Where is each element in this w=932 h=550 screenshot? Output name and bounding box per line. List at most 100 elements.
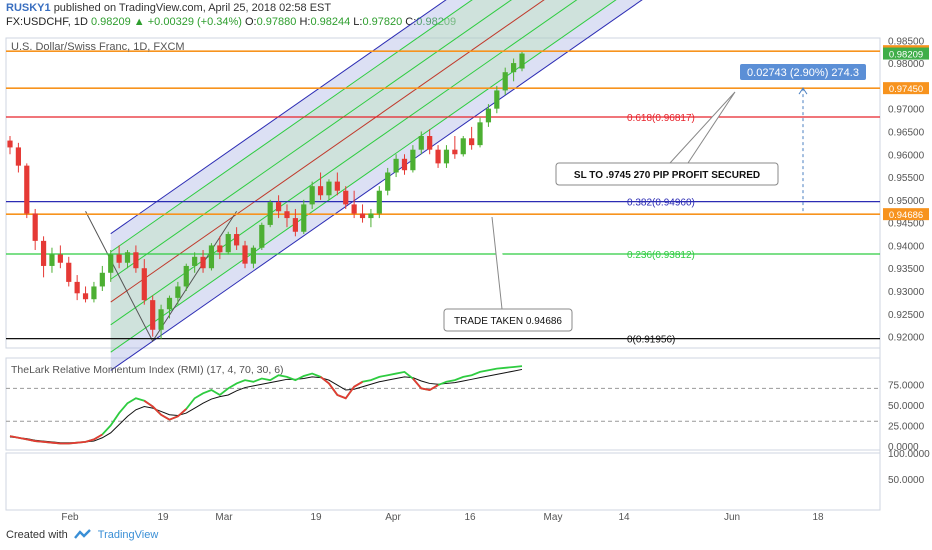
fib-level-label: 0.236(0.93812) <box>627 250 695 261</box>
price-axis-tick: 0.94500 <box>888 219 925 230</box>
measure-label-box <box>740 64 866 80</box>
rmi-line-falling-segment <box>412 377 439 391</box>
channel-quarter-line <box>110 0 578 326</box>
candle-body <box>183 265 189 287</box>
time-axis-tick: 19 <box>310 512 322 523</box>
candle-body <box>99 272 105 287</box>
candle-body <box>410 149 416 171</box>
price-axis-tick: 0.93000 <box>888 287 925 298</box>
candle-body <box>343 190 349 205</box>
price-axis-tick: 0.98500 <box>888 36 925 47</box>
open-label: O: <box>245 16 257 28</box>
publish-info: RUSKY1 published on TradingView.com, Apr… <box>6 2 331 14</box>
high-value: 0.98244 <box>310 16 351 28</box>
candle-body <box>368 213 374 219</box>
candle-body <box>166 297 173 310</box>
symbol-label: FX:USDCHF, 1D <box>6 16 88 28</box>
price-axis-tick: 0.96500 <box>888 127 925 138</box>
price-change: +0.00329 (+0.34%) <box>147 16 242 28</box>
tradingview-brand[interactable]: TradingView <box>97 529 159 541</box>
price-axis-tick: 0.97000 <box>888 105 925 116</box>
fib-level-label: 0(0.91956) <box>627 335 675 346</box>
candle-body <box>208 245 215 269</box>
candle-body <box>418 136 424 150</box>
price-badge <box>883 208 929 221</box>
callout-pointer-sl <box>669 91 736 164</box>
open-value: 0.97880 <box>256 16 297 28</box>
time-axis-tick: May <box>544 512 563 523</box>
high-label: H: <box>299 16 311 28</box>
low-value: 0.97820 <box>362 16 403 28</box>
rmi-line-falling-segment <box>320 376 363 400</box>
candle-body <box>116 254 122 263</box>
measure-arrow-icon <box>798 87 808 95</box>
channel-inner-lower-line <box>110 0 617 353</box>
time-axis-tick: Mar <box>215 512 233 523</box>
candle-body <box>150 300 156 330</box>
candle-body <box>124 252 131 263</box>
candle-body <box>334 181 340 191</box>
tradingview-logo-icon <box>73 529 91 539</box>
candle-body <box>234 234 240 246</box>
footer: Created with TradingView <box>6 529 158 541</box>
close-value: 0.98209 <box>416 16 457 28</box>
lower-axis-tick: 100.0000 <box>888 449 930 460</box>
candle-body <box>49 254 55 266</box>
candle-body <box>40 240 47 266</box>
created-with-label: Created with <box>6 529 68 541</box>
candle-body <box>108 254 114 273</box>
candle-body <box>485 108 492 123</box>
candle-body <box>477 122 483 146</box>
price-axis-tick: 0.92000 <box>888 333 925 344</box>
candle-body <box>385 172 391 191</box>
time-axis-tick: 19 <box>157 512 169 523</box>
candle-body <box>133 252 139 269</box>
up-arrow-icon: ▲ <box>133 16 145 28</box>
candle-body <box>401 158 408 171</box>
lower-axis-tick: 50.0000 <box>888 475 925 486</box>
time-axis-tick: 16 <box>464 512 476 523</box>
candle-body <box>351 204 357 214</box>
price-axis-tick: 0.96000 <box>888 150 925 161</box>
price-badge <box>883 47 929 60</box>
rmi-signal-line <box>9 368 523 444</box>
time-axis-tick: 18 <box>812 512 824 523</box>
candle-body <box>494 90 500 109</box>
candle-body <box>317 186 324 196</box>
channel-three-quarter-line <box>110 0 512 280</box>
fib-level-label: 0.618(0.96817) <box>627 113 695 124</box>
candle-body <box>259 224 265 248</box>
candle-body <box>452 149 458 155</box>
price-axis-tick: 0.93500 <box>888 264 925 275</box>
rmi-line <box>9 365 523 445</box>
channel-lower-line <box>110 0 643 371</box>
ohlc-readout: FX:USDCHF, 1D 0.98209 ▲ +0.00329 (+0.34%… <box>6 16 456 28</box>
candle-body <box>511 63 517 73</box>
rmi-axis-tick: 0.0000 <box>888 442 919 453</box>
candle-body <box>15 147 21 166</box>
candle-body <box>242 245 248 264</box>
candle-body <box>267 202 273 225</box>
rmi-pane-title: TheLark Relative Momentum Index (RMI) (1… <box>11 364 284 376</box>
callout-box-sl <box>555 162 779 186</box>
candle-body <box>200 256 206 269</box>
callout-text-sl: SL TO .9745 270 PIP PROFIT SECURED <box>574 170 760 181</box>
price-badge-label: 0.97450 <box>889 84 923 95</box>
candle-body <box>217 245 223 253</box>
candle-body <box>309 186 315 205</box>
candle-body <box>292 218 298 232</box>
publish-text: published on TradingView.com, April 25, … <box>53 2 332 14</box>
candle-body <box>519 53 525 69</box>
price-axis-tick: 0.98000 <box>888 59 925 70</box>
price-badge-label: 0.98209 <box>889 50 923 61</box>
last-price: 0.98209 <box>90 16 131 28</box>
callout-box-trade <box>443 308 573 332</box>
author-name[interactable]: RUSKY1 <box>6 2 51 14</box>
price-badge <box>883 82 929 95</box>
candle-body <box>82 293 89 300</box>
candle-body <box>66 262 72 282</box>
time-axis-tick: 14 <box>618 512 630 523</box>
rmi-line-falling-segment <box>9 433 103 445</box>
candle-body <box>91 286 97 300</box>
